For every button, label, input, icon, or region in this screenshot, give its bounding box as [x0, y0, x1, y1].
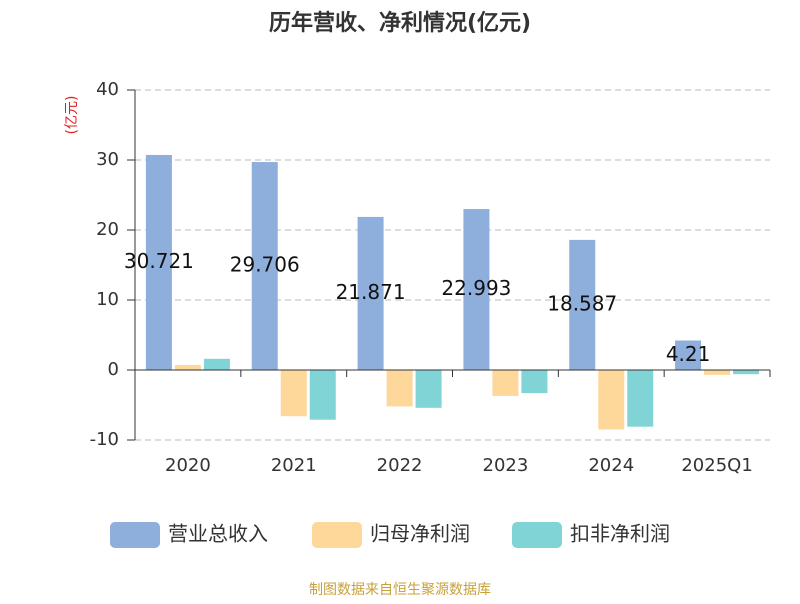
y-tick-label: 30 — [96, 149, 119, 170]
chart-title: 历年营收、净利情况(亿元) — [269, 10, 531, 36]
legend-label: 扣非净利润 — [570, 522, 670, 546]
y-axis-label: (亿元) — [64, 96, 80, 135]
bar — [415, 370, 442, 408]
y-tick-label: 0 — [108, 359, 119, 380]
value-label: 30.721 — [124, 249, 194, 273]
x-tick-label: 2020 — [165, 455, 211, 476]
bar — [569, 239, 596, 370]
value-label: 4.21 — [666, 342, 711, 366]
legend-swatch — [512, 522, 562, 548]
value-label: 22.993 — [441, 276, 511, 300]
x-tick-label: 2024 — [588, 455, 634, 476]
source-note: 制图数据来自恒生聚源数据库 — [309, 582, 491, 598]
legend-label: 营业总收入 — [168, 522, 268, 546]
y-tick-label: -10 — [90, 429, 119, 450]
bar — [280, 370, 307, 417]
x-tick-label: 2025Q1 — [681, 455, 752, 476]
bar — [521, 370, 548, 394]
bar — [492, 370, 519, 396]
bar — [174, 365, 201, 370]
bar — [145, 154, 172, 370]
bar — [203, 358, 230, 370]
bar — [733, 370, 760, 375]
legend-swatch — [312, 522, 362, 548]
bar — [251, 162, 278, 370]
x-tick-label: 2023 — [483, 455, 529, 476]
x-tick-label: 2021 — [271, 455, 317, 476]
y-tick-label: 20 — [96, 219, 119, 240]
bar — [357, 216, 384, 370]
bar — [704, 370, 731, 375]
value-label: 29.706 — [230, 253, 300, 277]
x-tick-label: 2022 — [377, 455, 423, 476]
value-label: 18.587 — [547, 291, 617, 315]
y-tick-label: 10 — [96, 289, 119, 310]
bar — [386, 370, 413, 407]
bar — [463, 209, 490, 370]
bar — [627, 370, 654, 427]
bar — [675, 340, 702, 370]
value-label: 21.871 — [336, 280, 406, 304]
legend-label: 归母净利润 — [370, 522, 470, 546]
bar — [309, 370, 336, 420]
bar — [598, 370, 625, 430]
y-tick-label: 40 — [96, 79, 119, 100]
legend-swatch — [110, 522, 160, 548]
